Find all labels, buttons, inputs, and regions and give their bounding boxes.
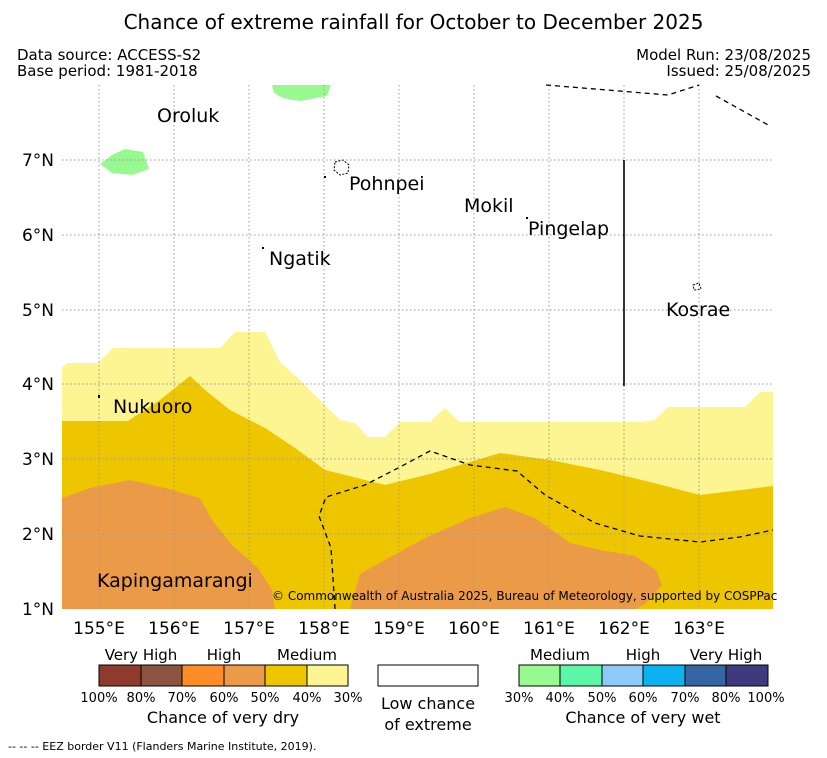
place-label-kapingamarangi: Kapingamarangi <box>97 570 253 592</box>
eez-footer-note: -- -- -- EEZ border V11 (Flanders Marine… <box>8 740 316 753</box>
wet-tick: 60% <box>629 691 658 706</box>
nukuoro-marker <box>98 395 100 398</box>
x-tick-163e: 163°E <box>673 619 725 639</box>
low-chance-label-line2: of extreme <box>384 715 471 734</box>
wet-colorbar-ticks: 30% 40% 50% 60% 70% 80% 100% <box>505 691 785 706</box>
wet-tick: 70% <box>671 691 700 706</box>
x-tick-160e: 160°E <box>448 619 500 639</box>
dry-header-very-high: Very High <box>105 646 178 664</box>
place-label-pingelap: Pingelap <box>528 218 609 240</box>
wet-colorbar-headers: Medium High Very High <box>530 646 762 664</box>
x-tick-161e: 161°E <box>523 619 575 639</box>
y-tick-1n: 1°N <box>22 600 54 620</box>
wet-swatch-50-60 <box>601 664 644 687</box>
dry-colorbar-ticks: 100% 80% 70% 60% 50% 40% 30% <box>80 691 362 706</box>
y-axis-ticks: 7°N 6°N 5°N 4°N 3°N 2°N 1°N <box>22 151 54 620</box>
wet-medium-30-patch-north <box>272 85 331 101</box>
dry-swatch-70-60 <box>181 664 225 687</box>
wet-tick: 40% <box>546 691 575 706</box>
place-label-ngatik: Ngatik <box>269 248 331 270</box>
y-tick-4n: 4°N <box>22 375 54 395</box>
wet-swatch-30-40 <box>518 664 561 687</box>
issued-label: Issued: 25/08/2025 <box>666 62 811 80</box>
x-tick-162e: 162°E <box>598 619 650 639</box>
wet-tick: 30% <box>505 691 534 706</box>
wet-swatch-60-70 <box>642 664 686 687</box>
dry-tick: 50% <box>251 691 280 706</box>
wet-swatch-70-80 <box>684 664 727 687</box>
base-period-label: Base period: 1981-2018 <box>17 62 198 80</box>
dry-tick: 80% <box>127 691 156 706</box>
atoll-markers <box>98 120 528 398</box>
gridlines <box>62 85 773 609</box>
dry-tick: 70% <box>168 691 197 706</box>
map-title: Chance of extreme rainfall for October t… <box>123 10 704 34</box>
pohnpei-reef-marker <box>324 176 326 178</box>
wet-colorbar-caption: Chance of very wet <box>565 708 720 727</box>
y-tick-5n: 5°N <box>22 301 54 321</box>
place-label-pohnpei: Pohnpei <box>349 173 425 195</box>
x-axis-ticks: 155°E 156°E 157°E 158°E 159°E 160°E 161°… <box>73 619 725 639</box>
dry-colorbar-headers: Very High High Medium <box>105 646 337 664</box>
ngatik-marker <box>262 247 264 249</box>
island-outlines <box>333 159 702 291</box>
dry-swatch-100-80 <box>98 664 142 687</box>
dry-swatch-80-70 <box>140 664 183 687</box>
data-source-label: Data source: ACCESS-S2 <box>17 46 202 64</box>
y-tick-6n: 6°N <box>22 226 54 246</box>
dry-header-high: High <box>207 646 241 664</box>
dry-tick: 30% <box>334 691 363 706</box>
y-tick-2n: 2°N <box>22 525 54 545</box>
x-tick-158e: 158°E <box>298 619 350 639</box>
dry-swatch-60-50 <box>223 664 266 687</box>
pohnpei-island-outline <box>333 159 350 176</box>
eez-border-lines <box>318 84 774 610</box>
place-label-mokil: Mokil <box>464 195 514 217</box>
kosrae-island-outline <box>692 282 702 291</box>
oroluk-marker <box>186 120 188 122</box>
y-tick-3n: 3°N <box>22 450 54 470</box>
wet-header-medium: Medium <box>530 646 590 664</box>
y-tick-7n: 7°N <box>22 151 54 171</box>
wet-swatch-40-50 <box>559 664 603 687</box>
wet-tick: 50% <box>588 691 617 706</box>
copyright-notice: © Commonwealth of Australia 2025, Bureau… <box>272 589 777 603</box>
dry-swatch-50-40 <box>264 664 308 687</box>
wet-tick: 100% <box>747 691 784 706</box>
dry-tick: 100% <box>80 691 117 706</box>
dry-tick: 60% <box>210 691 239 706</box>
wet-tick: 80% <box>712 691 741 706</box>
x-tick-155e: 155°E <box>73 619 125 639</box>
dry-high-60-region-east <box>350 507 662 609</box>
dry-header-medium: Medium <box>277 646 337 664</box>
low-chance-swatch <box>377 664 479 687</box>
model-run-label: Model Run: 23/08/2025 <box>636 46 811 64</box>
wet-medium-30-patch-west <box>100 149 149 175</box>
wet-swatch-80-100 <box>725 664 769 687</box>
x-tick-159e: 159°E <box>373 619 425 639</box>
dry-colorbar <box>98 664 349 687</box>
dry-high-60-region <box>62 480 275 609</box>
dry-colorbar-caption: Chance of very dry <box>147 708 299 727</box>
x-tick-156e: 156°E <box>148 619 200 639</box>
wet-header-high: High <box>626 646 660 664</box>
dry-swatch-40-30 <box>306 664 349 687</box>
low-chance-label-line1: Low chance <box>381 694 475 713</box>
wet-header-very-high: Very High <box>690 646 763 664</box>
dry-tick: 40% <box>293 691 322 706</box>
x-tick-157e: 157°E <box>223 619 275 639</box>
pingelap-marker <box>526 217 528 219</box>
place-label-oroluk: Oroluk <box>157 105 219 127</box>
place-label-nukuoro: Nukuoro <box>113 396 192 418</box>
place-label-kosrae: Kosrae <box>666 299 730 321</box>
wet-colorbar <box>518 664 769 687</box>
